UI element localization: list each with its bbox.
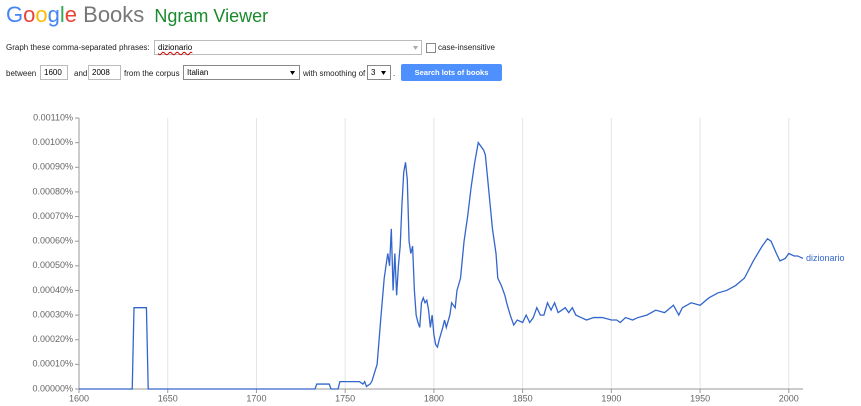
checkbox-label: case-insensitive bbox=[438, 43, 495, 52]
smoothing-select[interactable]: 3 bbox=[367, 65, 391, 80]
y-tick-label: 0.00000% bbox=[32, 383, 73, 393]
brand-letter: l bbox=[59, 2, 65, 27]
corpus: Italian bbox=[187, 68, 209, 77]
and-label: and bbox=[74, 69, 88, 78]
x-tick-label: 1800 bbox=[424, 393, 444, 403]
y-tick-label: 0.00050% bbox=[32, 260, 73, 270]
series-label: dizionario bbox=[806, 253, 845, 263]
x-tick-label: 1750 bbox=[335, 393, 355, 403]
y-tick-label: 0.00030% bbox=[32, 309, 73, 319]
brand-letter: e bbox=[64, 2, 78, 27]
phrases-value: dizionario bbox=[158, 43, 193, 52]
y-tick-label: 0.00090% bbox=[32, 162, 73, 172]
brand: Google bbox=[6, 2, 77, 27]
x-tick-label: 2000 bbox=[779, 393, 799, 403]
x-tick-label: 1950 bbox=[690, 393, 710, 403]
brand-letter: G bbox=[6, 2, 24, 27]
app-name: Ngram Viewer bbox=[154, 6, 269, 26]
y-tick-label: 0.00060% bbox=[32, 236, 73, 246]
smoothing: 3 bbox=[371, 68, 376, 77]
product: Books bbox=[83, 2, 145, 27]
x-tick-label: 1700 bbox=[246, 393, 266, 403]
y-tick-label: 0.00070% bbox=[32, 211, 73, 221]
corpus-select[interactable]: Italian bbox=[183, 65, 300, 80]
year-start: 1600 bbox=[44, 68, 62, 77]
y-tick-label: 0.00110% bbox=[33, 112, 73, 122]
logo: Google Books Ngram Viewer bbox=[6, 2, 268, 28]
x-tick-label: 1900 bbox=[601, 393, 621, 403]
y-tick-label: 0.00040% bbox=[32, 285, 73, 295]
between-label: between bbox=[6, 69, 37, 78]
line bbox=[79, 141, 804, 390]
corpus-label: from the corpus bbox=[124, 69, 180, 78]
year-end: 2008 bbox=[92, 68, 110, 77]
brand-letter: g bbox=[47, 2, 60, 27]
dropdown-arrow bbox=[413, 46, 418, 50]
x-tick-label: 1650 bbox=[158, 393, 178, 403]
phrases-label: Graph these comma-separated phrases: bbox=[6, 43, 150, 52]
smoothing-label: with smoothing of bbox=[303, 69, 366, 78]
y-tick-label: 0.00080% bbox=[32, 186, 73, 196]
y-tick-label: 0.00010% bbox=[32, 359, 73, 369]
brand-letter: o bbox=[23, 2, 36, 27]
y-tick-label: 0.00100% bbox=[32, 137, 73, 147]
dropdown-arrow bbox=[290, 71, 295, 75]
y-tick-label: 0.00020% bbox=[32, 334, 73, 344]
period: . bbox=[393, 69, 396, 78]
checkbox[interactable] bbox=[426, 43, 436, 53]
year-start-input[interactable]: 1600 bbox=[40, 65, 68, 80]
search-button[interactable]: Search lots of books bbox=[401, 64, 502, 81]
phrases-input[interactable]: dizionario bbox=[154, 40, 422, 55]
x-tick-label: 1850 bbox=[513, 393, 533, 403]
brand-letter: o bbox=[35, 2, 48, 27]
dropdown-arrow bbox=[381, 71, 386, 75]
year-end-input[interactable]: 2008 bbox=[88, 65, 121, 80]
x-tick-label: 1600 bbox=[69, 393, 89, 403]
